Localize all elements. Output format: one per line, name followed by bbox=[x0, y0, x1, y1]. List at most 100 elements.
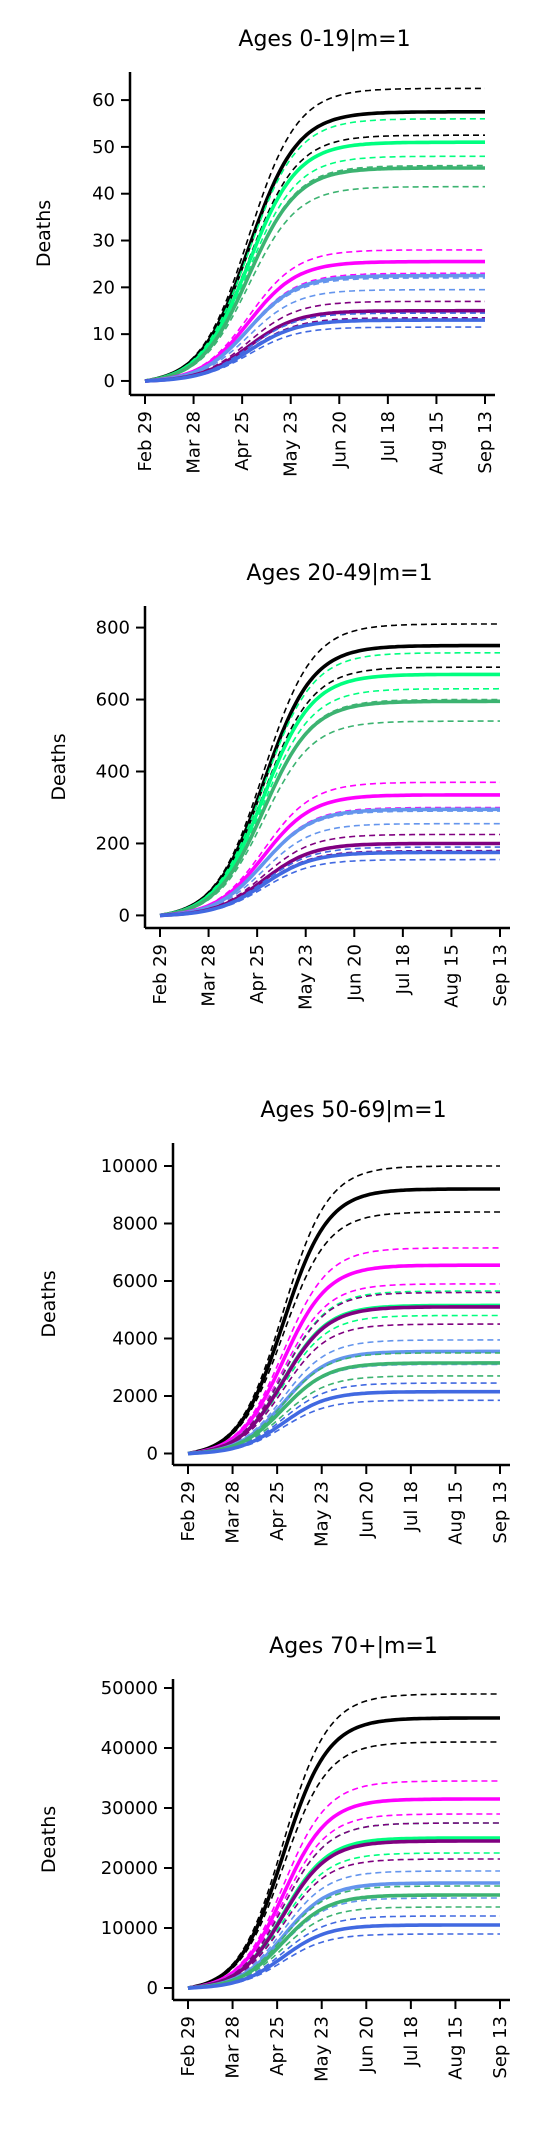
x-tick-label: Sep 13 bbox=[490, 2016, 511, 2079]
y-tick-label: 0 bbox=[119, 905, 130, 926]
x-tick-label: May 23 bbox=[296, 944, 317, 1010]
x-tick-label: Sep 13 bbox=[490, 1481, 511, 1544]
series-upper-bound-line bbox=[159, 846, 500, 917]
series-upper-bound-line bbox=[159, 652, 500, 917]
series-lower-bound-line bbox=[159, 822, 500, 917]
x-tick-label: Jun 20 bbox=[344, 944, 365, 1002]
y-tick-label: 0 bbox=[147, 1978, 158, 1999]
x-tick-label: May 23 bbox=[281, 411, 302, 477]
series-upper-bound-line bbox=[187, 1780, 500, 1989]
y-tick-label: 30 bbox=[92, 231, 115, 252]
series-lower-bound-line bbox=[159, 666, 500, 917]
y-tick-label: 200 bbox=[96, 833, 130, 854]
x-tick-label: May 23 bbox=[312, 2016, 333, 2082]
x-tick-label: Feb 29 bbox=[178, 1481, 199, 1542]
series-lower-bound-line bbox=[144, 326, 485, 382]
x-tick-label: Apr 25 bbox=[267, 1481, 288, 1541]
chart-panel-2: Ages 20-49|m=1 Deaths 0 200 400 600 800 Feb 29 M… bbox=[48, 561, 511, 1010]
x-tick-label: May 23 bbox=[312, 1481, 333, 1547]
series-upper-bound-line bbox=[187, 1290, 500, 1455]
series-line bbox=[187, 1361, 500, 1456]
x-tick-label: Feb 29 bbox=[178, 2016, 199, 2077]
x-tick-label: Jun 20 bbox=[329, 411, 350, 469]
series-upper-bound-line bbox=[144, 300, 485, 382]
y-tick-label: 40 bbox=[92, 184, 115, 205]
y-tick-label: 600 bbox=[96, 690, 130, 711]
series-lower-bound-line bbox=[187, 1813, 500, 1989]
y-tick-label: 0 bbox=[104, 371, 115, 392]
x-tick-label: Jun 20 bbox=[356, 1481, 377, 1539]
series-line bbox=[144, 318, 485, 383]
series-line bbox=[144, 166, 485, 383]
series-line bbox=[187, 1893, 500, 1990]
x-tick-label: Sep 13 bbox=[490, 944, 511, 1007]
y-tick-label: 40000 bbox=[101, 1738, 158, 1759]
y-tick-label: 4000 bbox=[112, 1329, 158, 1350]
series-line bbox=[159, 807, 500, 918]
x-tick-label: Aug 15 bbox=[445, 1481, 466, 1545]
y-tick-label: 6000 bbox=[112, 1271, 158, 1292]
series-lower-bound-line bbox=[187, 1741, 500, 1989]
x-tick-label: Aug 15 bbox=[441, 944, 462, 1008]
chart-panel-4: Ages 70+|m=1 Deaths 0 10000 20000 30000 40000 5… bbox=[38, 1634, 511, 2082]
series-upper-bound-line bbox=[159, 833, 500, 917]
series-lower-bound-line bbox=[144, 272, 485, 382]
y-tick-label: 50000 bbox=[101, 1678, 158, 1699]
series-upper-bound-line bbox=[144, 87, 485, 382]
y-tick-label: 30000 bbox=[101, 1798, 158, 1819]
series-upper-bound-line bbox=[144, 249, 485, 382]
x-tick-label: Aug 15 bbox=[445, 2016, 466, 2080]
series-line bbox=[159, 672, 500, 918]
series-upper-bound-line bbox=[159, 781, 500, 917]
y-tick-label: 50 bbox=[92, 137, 115, 158]
series-line bbox=[159, 699, 500, 918]
chart-title: Ages 70+|m=1 bbox=[269, 1634, 438, 1659]
series-lower-bound-line bbox=[144, 134, 485, 382]
x-tick-label: Mar 28 bbox=[199, 944, 220, 1007]
y-axis-label: Deaths bbox=[48, 733, 70, 800]
x-tick-label: Feb 29 bbox=[150, 944, 171, 1005]
x-tick-label: Mar 28 bbox=[223, 1481, 244, 1544]
y-tick-label: 10 bbox=[92, 324, 115, 345]
x-tick-label: Apr 25 bbox=[232, 411, 253, 471]
y-axis-label: Deaths bbox=[33, 200, 55, 267]
series-line bbox=[187, 1263, 500, 1456]
x-tick-label: Apr 25 bbox=[247, 944, 268, 1004]
series-lower-bound-line bbox=[144, 288, 485, 382]
series-line bbox=[187, 1797, 500, 1990]
chart-panel-3: Ages 50-69|m=1 Deaths 0 2000 4000 6000 8000 100… bbox=[38, 1098, 511, 1547]
x-tick-label: Mar 28 bbox=[223, 2016, 244, 2079]
x-tick-label: Jun 20 bbox=[356, 2016, 377, 2074]
y-tick-label: 0 bbox=[147, 1444, 158, 1465]
chart-title: Ages 20-49|m=1 bbox=[246, 561, 432, 586]
series-line bbox=[187, 1305, 500, 1456]
y-tick-label: 20000 bbox=[101, 1858, 158, 1879]
y-tick-label: 8000 bbox=[112, 1214, 158, 1235]
series-upper-bound-line bbox=[187, 1165, 500, 1455]
y-tick-label: 10000 bbox=[101, 1156, 158, 1177]
x-tick-label: Feb 29 bbox=[135, 411, 156, 472]
series-upper-bound-line bbox=[144, 312, 485, 382]
x-tick-label: Jul 18 bbox=[401, 2016, 422, 2067]
series-line bbox=[144, 140, 485, 383]
series-line bbox=[187, 1389, 500, 1456]
series-line bbox=[144, 273, 485, 383]
chart-title: Ages 0-19|m=1 bbox=[238, 27, 410, 52]
series-lower-bound-line bbox=[144, 317, 485, 382]
series-upper-bound-line bbox=[144, 277, 485, 382]
series-line bbox=[187, 1839, 500, 1990]
series-lower-bound-line bbox=[187, 1283, 500, 1455]
x-tick-label: Aug 15 bbox=[426, 411, 447, 475]
series-upper-bound-line bbox=[159, 623, 500, 917]
x-tick-label: Jul 18 bbox=[393, 944, 414, 995]
y-tick-label: 60 bbox=[92, 90, 115, 111]
y-axis-label: Deaths bbox=[38, 1806, 60, 1873]
x-tick-label: Apr 25 bbox=[267, 2016, 288, 2076]
series-line bbox=[187, 1187, 500, 1456]
y-tick-label: 2000 bbox=[112, 1386, 158, 1407]
series-lower-bound-line bbox=[159, 858, 500, 917]
x-tick-label: Jul 18 bbox=[378, 411, 399, 462]
series-line bbox=[144, 110, 485, 383]
